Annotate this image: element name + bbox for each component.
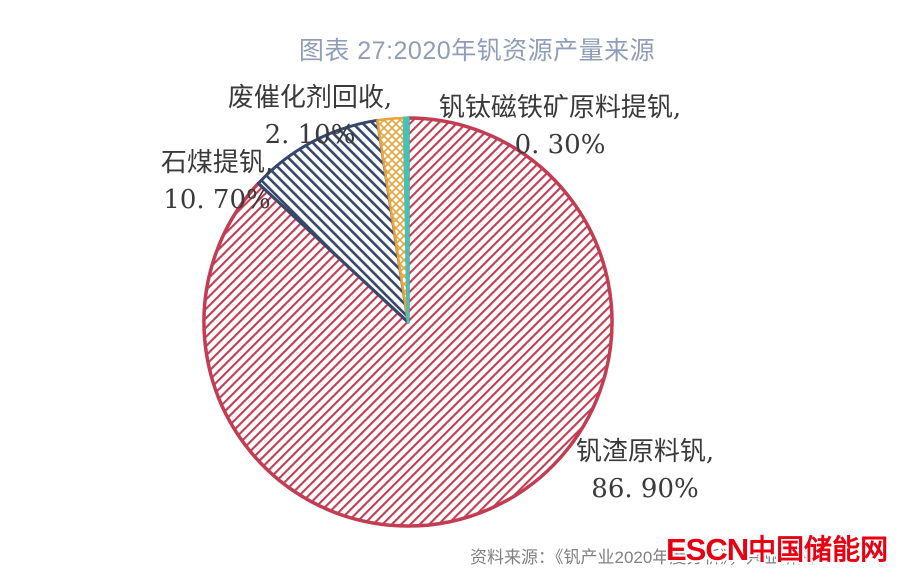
slice-label-value: 10. 70% [163,185,271,215]
slice-label-name: 钒渣原料钒, [575,437,715,467]
slice-label-stone-coal: 石煤提钒, 10. 70% [92,145,342,219]
escn-watermark-latin: ESCN [666,532,749,567]
escn-watermark: ESCN中国储能网 [666,528,888,568]
slice-label-name: 石煤提钒, [160,148,274,178]
source-note: 资料来源：《钒产业2020年度分析》，兴业研究 [470,548,814,567]
slice-label-name: 钒钛磁铁矿原料提钒, [438,93,682,123]
escn-watermark-cjk: 中国储能网 [748,533,889,566]
pie-slice-stone-coal [256,118,410,324]
slice-label-value: 86. 90% [591,474,699,504]
slice-label-name: 废催化剂回收, [227,83,393,113]
slice-label-spent-catalyst: 废催化剂回收, 2. 10% [185,80,435,154]
slice-label-vtm-magnetite: 钒钛磁铁矿原料提钒, 0. 30% [408,90,712,164]
slice-label-value: 2. 10% [264,120,356,150]
slice-label-value: 0. 30% [514,130,606,160]
pie-slice-vtm-magnetite [402,116,410,324]
chart-title: 图表 27:2020年钒资源产量来源 [298,37,656,65]
slice-label-vanadium-slag: 钒渣原料钒, 86. 90% [520,434,770,508]
